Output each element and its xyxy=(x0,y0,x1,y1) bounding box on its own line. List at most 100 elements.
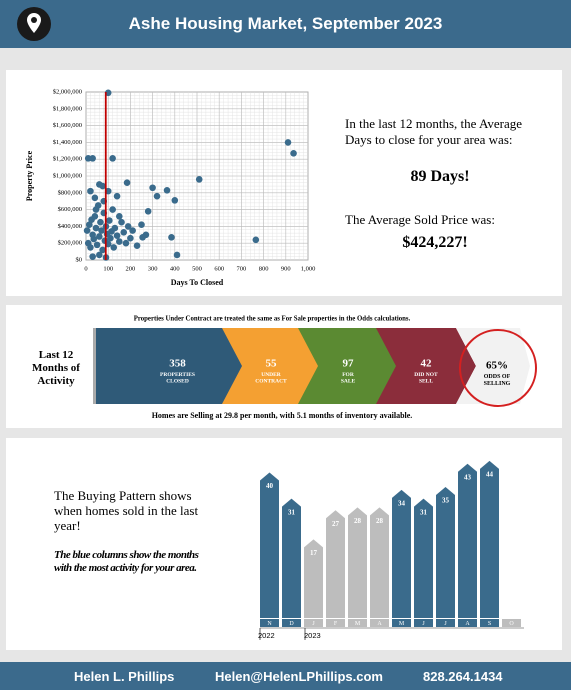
point xyxy=(89,155,96,162)
y-tick-label: $1,800,000 xyxy=(53,105,82,112)
x-tick-label: O xyxy=(509,621,514,627)
segment-value: 55 xyxy=(266,358,278,370)
value-label: 31 xyxy=(288,508,296,516)
point xyxy=(127,234,134,242)
x-tick-label: A xyxy=(465,621,470,627)
point xyxy=(123,179,131,187)
bar xyxy=(370,507,389,618)
point xyxy=(97,218,104,226)
activity-segment xyxy=(95,328,260,404)
x-tick-label: J xyxy=(312,621,315,627)
point xyxy=(252,236,260,244)
point xyxy=(92,224,100,232)
value-label: 27 xyxy=(332,520,340,528)
point xyxy=(153,192,161,200)
x-tick-label: 200 xyxy=(126,265,136,272)
point xyxy=(173,251,181,259)
point xyxy=(138,221,145,229)
y-axis-title: Property Price xyxy=(25,150,34,201)
point xyxy=(106,217,113,224)
activity-segment xyxy=(222,328,320,404)
activity-summary: Homes are Selling at 29.8 per month, wit… xyxy=(152,411,413,420)
x-tick-label: 0 xyxy=(84,265,87,272)
segment-edge xyxy=(93,328,96,404)
point xyxy=(93,241,101,249)
point xyxy=(118,218,125,226)
point xyxy=(98,227,105,234)
value-label: 28 xyxy=(376,517,384,525)
point xyxy=(133,242,141,250)
activity-segment xyxy=(298,328,398,404)
year-label: 2022 xyxy=(258,631,275,640)
x-tick-label: M xyxy=(355,621,361,627)
agent-phone[interactable]: 828.264.1434 xyxy=(423,669,503,684)
month-strip xyxy=(480,619,499,627)
point xyxy=(96,233,103,240)
value-label: 34 xyxy=(398,500,406,508)
point xyxy=(149,184,156,192)
point xyxy=(113,192,121,200)
bar xyxy=(304,539,323,618)
x-tick-label: 700 xyxy=(237,265,247,272)
value-label: 40 xyxy=(266,482,274,490)
x-tick-label: D xyxy=(289,621,294,627)
x-tick-label: 100 xyxy=(103,265,113,272)
x-tick-label: N xyxy=(267,621,272,627)
y-tick-label: $800,000 xyxy=(58,189,82,196)
point xyxy=(109,155,116,162)
header: Ashe Housing Market, September 2023 xyxy=(0,0,571,48)
month-strip xyxy=(392,619,411,627)
x-tick-label: 1,000 xyxy=(301,265,316,272)
days-value: 89 Days! xyxy=(410,168,470,185)
point xyxy=(110,244,118,251)
y-tick-label: $1,400,000 xyxy=(53,139,82,146)
point xyxy=(96,251,103,259)
price-value: $424,227! xyxy=(402,234,468,251)
point xyxy=(195,176,203,183)
bar xyxy=(458,463,477,618)
bar xyxy=(282,498,301,618)
pattern-note: The blue columns show the months with th… xyxy=(54,549,199,574)
footer: Helen L. Phillips Helen@HelenLPhillips.c… xyxy=(0,662,571,690)
y-tick-label: $1,600,000 xyxy=(53,122,82,129)
y-tick-label: $2,000,000 xyxy=(53,88,82,95)
point xyxy=(129,227,136,234)
odds-bg xyxy=(456,328,530,404)
year-label: 2023 xyxy=(304,631,321,640)
point xyxy=(171,197,179,204)
x-tick-label: 600 xyxy=(214,265,224,272)
month-strip xyxy=(326,619,345,627)
pattern-text: The Buying Pattern shows when homes sold… xyxy=(54,488,199,533)
month-strip xyxy=(436,619,455,627)
x-tick-label: A xyxy=(377,621,382,627)
value-label: 28 xyxy=(354,517,362,525)
point xyxy=(99,182,106,190)
bar xyxy=(260,472,279,618)
x-tick-label: J xyxy=(422,621,425,627)
bar xyxy=(414,498,433,618)
month-strip xyxy=(348,619,367,627)
point xyxy=(111,224,119,232)
point xyxy=(91,194,99,202)
point xyxy=(90,235,98,243)
bar xyxy=(436,487,455,618)
point xyxy=(116,213,123,220)
x-tick-label: 400 xyxy=(170,265,180,272)
bar xyxy=(480,460,499,618)
segment-value: 97 xyxy=(343,358,355,370)
segment-label: DID NOT SELL xyxy=(414,372,438,385)
point xyxy=(87,244,94,251)
point xyxy=(89,253,96,260)
agent-email[interactable]: Helen@HelenLPhillips.com xyxy=(215,669,383,684)
odds-label: ODDS OF SELLING xyxy=(484,374,511,387)
x-tick-label: 500 xyxy=(192,265,202,272)
x-tick-label: 300 xyxy=(148,265,158,272)
point xyxy=(168,234,175,241)
bar xyxy=(392,489,411,618)
point xyxy=(122,239,130,247)
point xyxy=(116,238,123,245)
month-strip xyxy=(502,619,521,627)
point xyxy=(144,207,152,215)
title: Ashe Housing Market, September 2023 xyxy=(128,14,443,33)
